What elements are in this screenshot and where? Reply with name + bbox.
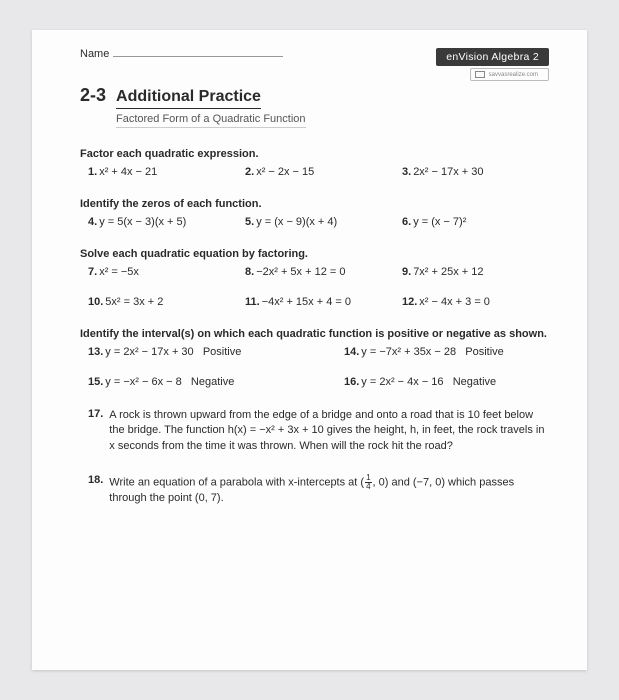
row-q4-6: 4.y = 5(x − 3)(x + 5) 5.y = (x − 9)(x + … xyxy=(88,216,549,228)
savvas-badge: savvasrealize.com xyxy=(470,68,549,81)
q13: 13.y = 2x² − 17x + 30 Positive xyxy=(88,346,334,358)
q16: 16.y = 2x² − 4x − 16 Negative xyxy=(344,376,549,388)
q7: 7.x² = −5x xyxy=(88,266,235,278)
header-row: Name enVision Algebra 2 savvasrealize.co… xyxy=(80,48,549,81)
row-q10-12: 10.5x² = 3x + 2 11.−4x² + 15x + 4 = 0 12… xyxy=(88,296,549,308)
q4: 4.y = 5(x − 3)(x + 5) xyxy=(88,216,235,228)
q10: 10.5x² = 3x + 2 xyxy=(88,296,235,308)
q2: 2.x² − 2x − 15 xyxy=(245,166,392,178)
row-q7-9: 7.x² = −5x 8.−2x² + 5x + 12 = 0 9.7x² + … xyxy=(88,266,549,278)
q15: 15.y = −x² − 6x − 8 Negative xyxy=(88,376,334,388)
q12: 12.x² − 4x + 3 = 0 xyxy=(402,296,549,308)
q11: 11.−4x² + 15x + 4 = 0 xyxy=(245,296,392,308)
q1: 1.x² + 4x − 21 xyxy=(88,166,235,178)
name-field: Name xyxy=(80,48,283,60)
row-q15-16: 15.y = −x² − 6x − 8 Negative 16.y = 2x² … xyxy=(88,376,549,388)
title-row: 2-3 Additional Practice xyxy=(80,85,549,109)
q18-text: Write an equation of a parabola with x-i… xyxy=(109,474,549,506)
worksheet-page: Name enVision Algebra 2 savvasrealize.co… xyxy=(32,30,587,670)
brand-name: enVision xyxy=(446,51,489,63)
q9: 9.7x² + 25x + 12 xyxy=(402,266,549,278)
q17: 17. A rock is thrown upward from the edg… xyxy=(88,408,549,454)
brand-sub: Algebra 2 xyxy=(491,51,539,63)
q18: 18. Write an equation of a parabola with… xyxy=(88,474,549,506)
q6: 6.y = (x − 7)² xyxy=(402,216,549,228)
page-title: Additional Practice xyxy=(116,88,261,109)
lesson-number: 2-3 xyxy=(80,85,106,106)
q14: 14.y = −7x² + 35x − 28 Positive xyxy=(344,346,549,358)
name-label: Name xyxy=(80,48,109,60)
name-blank-line xyxy=(113,49,283,57)
section-1-head: Factor each quadratic expression. xyxy=(80,148,549,160)
q8: 8.−2x² + 5x + 12 = 0 xyxy=(245,266,392,278)
section-4-head: Identify the interval(s) on which each q… xyxy=(80,328,549,340)
section-3-head: Solve each quadratic equation by factori… xyxy=(80,248,549,260)
page-subtitle: Factored Form of a Quadratic Function xyxy=(116,113,306,128)
row-q13-14: 13.y = 2x² − 17x + 30 Positive 14.y = −7… xyxy=(88,346,549,358)
savvas-text: savvasrealize.com xyxy=(489,72,538,78)
row-q1-3: 1.x² + 4x − 21 2.x² − 2x − 15 3.2x² − 17… xyxy=(88,166,549,178)
q17-text: A rock is thrown upward from the edge of… xyxy=(109,408,549,454)
q5: 5.y = (x − 9)(x + 4) xyxy=(245,216,392,228)
brand-badge: enVision Algebra 2 xyxy=(436,48,549,66)
fraction-one-fourth: 14 xyxy=(365,474,371,491)
section-2-head: Identify the zeros of each function. xyxy=(80,198,549,210)
monitor-icon xyxy=(475,71,485,78)
q3: 3.2x² − 17x + 30 xyxy=(402,166,549,178)
brand-box: enVision Algebra 2 savvasrealize.com xyxy=(436,48,549,81)
